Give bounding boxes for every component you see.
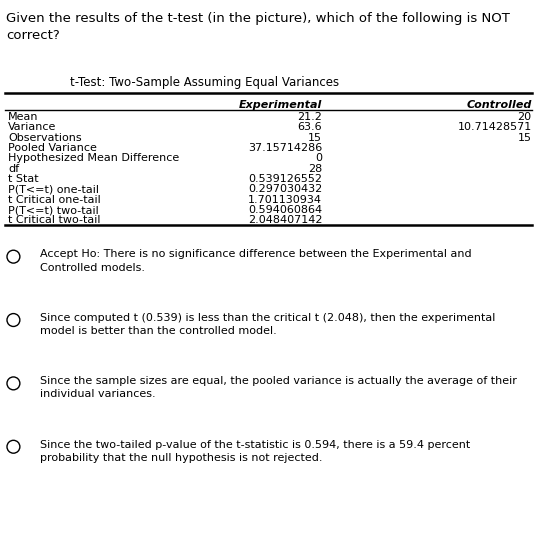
Text: Since computed t (0.539) is less than the critical t (2.048), then the experimen: Since computed t (0.539) is less than th…: [40, 313, 496, 336]
Text: 63.6: 63.6: [297, 122, 322, 132]
Text: Variance: Variance: [8, 122, 56, 132]
Text: df: df: [8, 164, 19, 174]
Text: 28: 28: [308, 164, 322, 174]
Text: 10.71428571: 10.71428571: [458, 122, 532, 132]
Text: 1.701130934: 1.701130934: [248, 195, 322, 205]
Text: Since the two-tailed p-value of the t-statistic is 0.594, there is a 59.4 percen: Since the two-tailed p-value of the t-st…: [40, 440, 470, 463]
Text: 0.297030432: 0.297030432: [248, 185, 322, 195]
Text: Since the sample sizes are equal, the pooled variance is actually the average of: Since the sample sizes are equal, the po…: [40, 376, 517, 399]
Text: 20: 20: [518, 112, 532, 122]
Text: 21.2: 21.2: [297, 112, 322, 122]
Text: 37.15714286: 37.15714286: [248, 143, 322, 153]
Text: Pooled Variance: Pooled Variance: [8, 143, 97, 153]
Text: 0.539126552: 0.539126552: [248, 174, 322, 184]
Text: t-Test: Two-Sample Assuming Equal Variances: t-Test: Two-Sample Assuming Equal Varian…: [70, 76, 339, 89]
Text: Accept Ho: There is no significance difference between the Experimental and
Cont: Accept Ho: There is no significance diff…: [40, 250, 472, 273]
Text: Given the results of the t-test (in the picture), which of the following is NOT
: Given the results of the t-test (in the …: [6, 12, 510, 42]
Text: t Critical one-tail: t Critical one-tail: [8, 195, 101, 205]
Text: 2.048407142: 2.048407142: [248, 215, 322, 225]
Text: 15: 15: [518, 133, 532, 143]
Text: t Stat: t Stat: [8, 174, 39, 184]
Text: Controlled: Controlled: [466, 100, 532, 110]
Text: 0.594060864: 0.594060864: [248, 205, 322, 215]
Text: 0: 0: [315, 153, 322, 163]
Text: P(T<=t) one-tail: P(T<=t) one-tail: [8, 185, 99, 195]
Text: P(T<=t) two-tail: P(T<=t) two-tail: [8, 205, 99, 215]
Text: Experimental: Experimental: [239, 100, 322, 110]
Text: Mean: Mean: [8, 112, 39, 122]
Text: Hypothesized Mean Difference: Hypothesized Mean Difference: [8, 153, 179, 163]
Text: 15: 15: [308, 133, 322, 143]
Text: t Critical two-tail: t Critical two-tail: [8, 215, 100, 225]
Text: Observations: Observations: [8, 133, 82, 143]
